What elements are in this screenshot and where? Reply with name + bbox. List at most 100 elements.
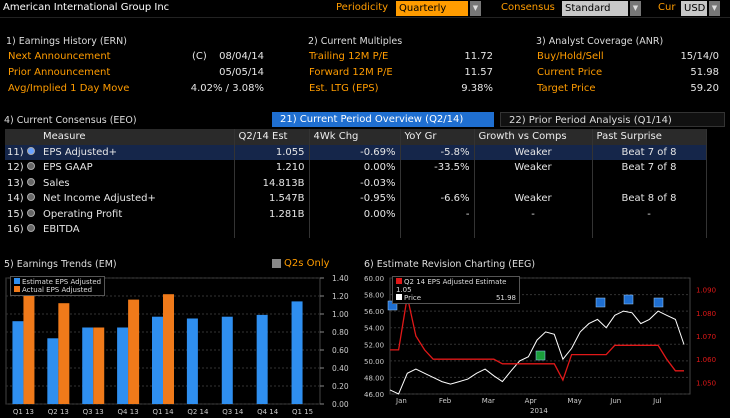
header-surprise[interactable]: Past Surprise <box>592 129 707 145</box>
estimate-bar[interactable] <box>12 321 24 404</box>
trends-xtick-label: Q3 14 <box>222 408 244 416</box>
estimate-bar[interactable] <box>256 314 268 404</box>
current-consensus-title[interactable]: 4) Current Consensus (EEO) <box>4 115 137 126</box>
event-marker-icon[interactable] <box>653 297 664 308</box>
estimate-bar[interactable] <box>117 327 129 405</box>
revision-xtick-label: Jul <box>652 397 662 405</box>
header-growth[interactable]: Growth vs Comps <box>474 129 593 145</box>
anr-row-label[interactable]: Buy/Hold/Sell <box>537 51 604 62</box>
revision-left-tick-label: 46.00 <box>364 391 384 399</box>
row-bullet[interactable] <box>27 144 39 160</box>
ern-row-value: 05/05/14 <box>219 67 264 78</box>
revision-left-tick-label: 48.00 <box>364 374 384 382</box>
estimate-bar[interactable] <box>291 301 303 404</box>
table-row[interactable]: 15) Operating Profit 1.281B 0.00% - - - <box>5 206 707 223</box>
measure-name[interactable]: Sales <box>39 175 235 191</box>
anr-row-label[interactable]: Target Price <box>537 83 596 94</box>
periodicity-dropdown[interactable]: Quarterly <box>396 1 468 16</box>
header-yoy[interactable]: YoY Gr <box>400 129 475 145</box>
actual-bar[interactable] <box>23 296 35 404</box>
revision-right-tick-label: 1.050 <box>696 379 716 387</box>
ern-row-label[interactable]: Next Announcement <box>8 51 111 62</box>
row-number[interactable]: 12) <box>7 162 24 174</box>
currency-chevron-icon[interactable]: ▼ <box>709 1 720 16</box>
event-marker-icon[interactable] <box>623 294 634 305</box>
estimate-bar[interactable] <box>47 338 59 404</box>
row-bullet[interactable] <box>27 222 39 238</box>
actual-bar[interactable] <box>128 299 140 404</box>
actual-bar[interactable] <box>93 327 105 405</box>
row-number[interactable]: 11) <box>5 144 27 160</box>
multiples-row-label[interactable]: Forward 12M P/E <box>309 67 393 78</box>
tab-prior-period[interactable]: 22) Prior Period Analysis (Q1/14) <box>500 112 725 127</box>
header-bullet <box>27 129 39 145</box>
analyst-coverage-title[interactable]: 3) Analyst Coverage (ANR) <box>536 36 664 47</box>
measure-name[interactable]: EPS GAAP <box>39 160 235 176</box>
row-number[interactable]: 15) <box>7 208 24 220</box>
legend-price-swatch <box>396 294 402 300</box>
ern-row-label[interactable]: Avg/Implied 1 Day Move <box>8 83 130 94</box>
row-bullet[interactable] <box>27 207 39 223</box>
table-row[interactable]: 11) EPS Adjusted+ 1.055 -0.69% -5.8% Weaker Be… <box>5 144 707 160</box>
ern-row-label[interactable]: Prior Announcement <box>8 67 111 78</box>
event-marker-icon[interactable] <box>535 350 546 361</box>
radio-dot-icon[interactable] <box>27 162 35 171</box>
radio-dot-icon[interactable] <box>27 146 35 155</box>
tab-current-period[interactable]: 21) Current Period Overview (Q2/14) <box>272 112 494 127</box>
earnings-trends-title[interactable]: 5) Earnings Trends (EM) <box>4 259 117 270</box>
row-number[interactable]: 14) <box>7 193 24 205</box>
actual-bar[interactable] <box>163 294 174 404</box>
row-number[interactable]: 16) <box>7 224 24 236</box>
anr-row-label[interactable]: Current Price <box>537 67 603 78</box>
header-measure[interactable]: Measure <box>39 129 235 145</box>
q2s-only-toggle[interactable]: Q2s Only <box>272 258 330 269</box>
earnings-history-title[interactable]: 1) Earnings History (ERN) <box>6 36 127 47</box>
trends-ytick-label: 1.00 <box>332 310 349 319</box>
radio-dot-icon[interactable] <box>27 193 35 202</box>
row-bullet[interactable] <box>27 176 39 192</box>
estimate-bar[interactable] <box>221 316 233 404</box>
multiples-row-label[interactable]: Est. LTG (EPS) <box>309 83 379 94</box>
revision-legend: Q2 14 EPS Adjusted Estimate 1.05 Price 51… <box>392 276 520 304</box>
periodicity-chevron-icon[interactable]: ▼ <box>470 1 481 16</box>
estimate-value: 1.210 <box>234 160 310 176</box>
header-est[interactable]: Q2/14 Est <box>234 129 310 145</box>
radio-dot-icon[interactable] <box>27 177 35 186</box>
four-week-change: -0.95% <box>309 191 401 207</box>
radio-dot-icon[interactable] <box>27 224 35 233</box>
estimate-bar[interactable] <box>152 316 163 404</box>
multiples-row-label[interactable]: Trailing 12M P/E <box>309 51 389 62</box>
estimate-bar[interactable] <box>82 327 94 405</box>
consensus-chevron-icon[interactable]: ▼ <box>630 1 641 16</box>
measure-name[interactable]: EBITDA <box>39 222 235 238</box>
table-row[interactable]: 13) Sales 14.813B -0.03% <box>5 175 707 192</box>
revision-left-tick-label: 56.00 <box>364 308 384 316</box>
trends-xtick-label: Q2 14 <box>187 408 209 416</box>
radio-dot-icon[interactable] <box>27 208 35 217</box>
q2s-checkbox[interactable] <box>272 258 281 268</box>
table-row[interactable]: 14) Net Income Adjusted+ 1.547B -0.95% -6.6%… <box>5 191 707 207</box>
revision-xtick-label: Feb <box>439 397 452 405</box>
measure-name[interactable]: Operating Profit <box>39 206 235 222</box>
event-marker-icon[interactable] <box>595 297 606 308</box>
actual-bar[interactable] <box>58 303 70 404</box>
growth-vs-comps <box>474 222 593 238</box>
header-chg[interactable]: 4Wk Chg <box>309 129 401 145</box>
estimate-revision-title[interactable]: 6) Estimate Revision Charting (EEG) <box>364 259 536 270</box>
estimate-line[interactable] <box>390 296 684 382</box>
table-row[interactable]: 16) EBITDA <box>5 222 707 238</box>
row-bullet[interactable] <box>27 191 39 207</box>
trends-xtick-label: Q1 13 <box>13 408 34 416</box>
anr-row-value: 59.20 <box>690 83 719 94</box>
estimate-bar[interactable] <box>186 318 198 405</box>
four-week-change: 0.00% <box>309 160 401 176</box>
price-line[interactable] <box>389 310 685 395</box>
row-number[interactable]: 13) <box>7 177 24 189</box>
row-bullet[interactable] <box>27 160 39 176</box>
currency-dropdown[interactable]: USD <box>681 1 707 16</box>
measure-name[interactable]: Net Income Adjusted+ <box>39 191 235 207</box>
table-row[interactable]: 12) EPS GAAP 1.210 0.00% -33.5% Weaker Beat 7 … <box>5 160 707 176</box>
consensus-dropdown[interactable]: Standard <box>562 1 628 16</box>
current-multiples-title[interactable]: 2) Current Multiples <box>308 36 403 47</box>
measure-name[interactable]: EPS Adjusted+ <box>39 144 235 160</box>
